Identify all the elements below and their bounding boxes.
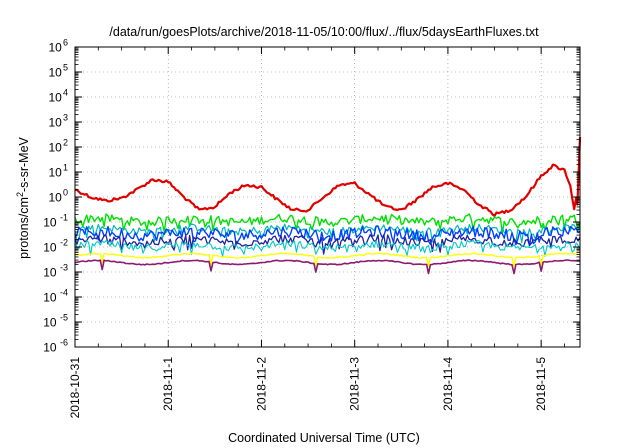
y-tick-label: 106 <box>48 38 68 55</box>
x-tick-label: 2018-11-2 <box>254 357 268 411</box>
y-tick-label: 104 <box>48 88 68 105</box>
y-tick-label: 105 <box>48 63 68 80</box>
y-axis-label: protons/cm2-s-sr-MeV <box>15 136 31 258</box>
x-tick-label: 2018-11-4 <box>441 357 455 411</box>
y-tick-label: 10 -3 <box>43 263 68 280</box>
y-tick-label: 103 <box>48 113 68 130</box>
x-tick-label: 2018-11-3 <box>348 357 362 411</box>
y-tick-label: 102 <box>48 138 68 155</box>
chart-title: /data/run/goesPlots/archive/2018-11-05/1… <box>109 25 539 39</box>
y-tick-label: 10 -2 <box>43 238 68 255</box>
series-line-3 <box>74 223 581 244</box>
x-tick-labels: 2018-10-31 2018-11-1 2018-11-2 2018-11-3 201… <box>68 357 548 419</box>
x-tick-label: 2018-10-31 <box>68 357 82 419</box>
y-tick-label: 10 -6 <box>43 338 68 355</box>
y-tick-labels: 10-6 10-5 10-4 10-3 10-2 10 -1 100 101 102 103 104 1… <box>43 38 68 355</box>
series-line-4 <box>74 225 581 247</box>
x-axis-label: Coordinated Universal Time (UTC) <box>228 431 420 445</box>
y-tick-label: 10 -4 <box>43 288 68 305</box>
y-tick-label: 101 <box>48 163 68 180</box>
series-group <box>74 137 582 275</box>
series-line-1 <box>74 137 582 217</box>
y-tick-label: 100 <box>48 188 68 205</box>
series-line-8 <box>74 259 581 275</box>
y-tick-label: 10 -5 <box>43 313 68 330</box>
series-line-7 <box>74 252 581 268</box>
x-tick-label: 2018-11-1 <box>161 357 175 411</box>
series-line-2 <box>74 213 581 234</box>
grid <box>75 47 580 347</box>
axis-ticks <box>74 46 580 348</box>
x-tick-label: 2018-11-5 <box>534 357 548 411</box>
series-line-6 <box>74 239 581 257</box>
y-tick-label: 10 -1 <box>43 213 68 230</box>
